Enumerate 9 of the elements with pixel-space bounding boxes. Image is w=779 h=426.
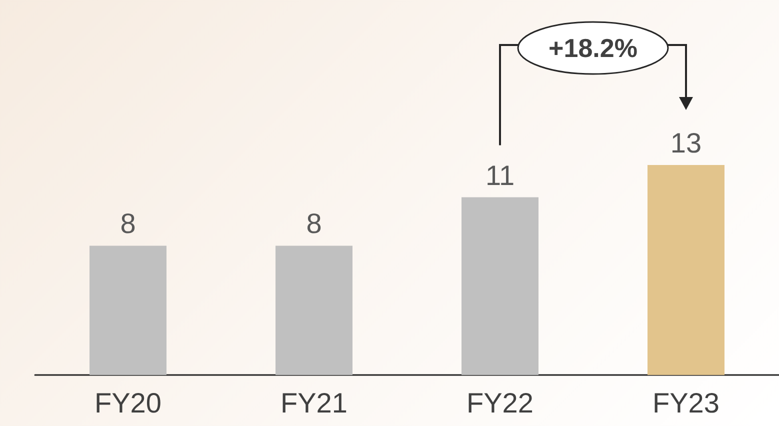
data-label: 13 — [670, 127, 702, 158]
data-label: 11 — [485, 160, 515, 191]
x-tick-label: FY21 — [280, 388, 348, 418]
text: +18.2% — [548, 33, 638, 63]
data-label: 8 — [306, 208, 322, 240]
x-tick-label: FY23 — [652, 388, 720, 418]
data-label: 8 — [120, 208, 136, 240]
x-tick-label: FY22 — [466, 388, 534, 418]
x-tick-label: FY20 — [94, 388, 162, 418]
